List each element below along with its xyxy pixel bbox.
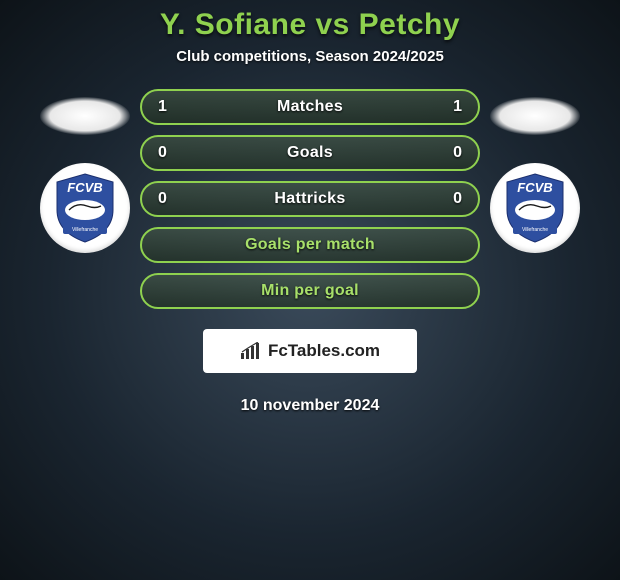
stat-label: Goals per match — [245, 236, 375, 254]
stat-row-hattricks: 0 Hattricks 0 — [140, 181, 480, 217]
stat-label: Min per goal — [261, 282, 359, 300]
svg-text:Villefranche: Villefranche — [72, 227, 98, 233]
page-title: Y. Sofiane vs Petchy — [160, 8, 460, 42]
stat-left-value: 0 — [158, 144, 182, 162]
stat-right-value: 1 — [438, 98, 462, 116]
svg-text:Villefranche: Villefranche — [522, 227, 548, 233]
comparison-card: Y. Sofiane vs Petchy Club competitions, … — [0, 0, 620, 415]
stat-label: Hattricks — [274, 190, 345, 208]
shield-icon: FCVB Villefranche — [503, 172, 567, 244]
page-subtitle: Club competitions, Season 2024/2025 — [176, 48, 444, 65]
stat-row-goals: 0 Goals 0 — [140, 135, 480, 171]
right-player-col: FCVB Villefranche — [480, 89, 590, 253]
shield-icon: FCVB Villefranche — [53, 172, 117, 244]
stat-label: Matches — [277, 98, 343, 116]
stat-right-value: 0 — [438, 190, 462, 208]
club-badge-left: FCVB Villefranche — [40, 163, 130, 253]
stat-label: Goals — [287, 144, 333, 162]
snapshot-date: 10 november 2024 — [241, 397, 380, 415]
club-badge-right: FCVB Villefranche — [490, 163, 580, 253]
player-portrait-placeholder — [40, 97, 130, 135]
stat-left-value: 1 — [158, 98, 182, 116]
stats-column: 1 Matches 1 0 Goals 0 0 Hattricks 0 Goal… — [140, 89, 480, 415]
left-player-col: FCVB Villefranche — [30, 89, 140, 253]
bar-chart-icon — [240, 342, 262, 360]
player-portrait-placeholder — [490, 97, 580, 135]
stat-row-goals-per-match: Goals per match — [140, 227, 480, 263]
stat-left-value: 0 — [158, 190, 182, 208]
stat-right-value: 0 — [438, 144, 462, 162]
svg-text:FCVB: FCVB — [67, 180, 102, 195]
main-row: FCVB Villefranche 1 Matches 1 0 Goals 0 — [0, 89, 620, 415]
brand-text: FcTables.com — [268, 341, 380, 361]
stat-row-min-per-goal: Min per goal — [140, 273, 480, 309]
svg-text:FCVB: FCVB — [517, 180, 552, 195]
brand-watermark: FcTables.com — [203, 329, 417, 373]
stat-row-matches: 1 Matches 1 — [140, 89, 480, 125]
